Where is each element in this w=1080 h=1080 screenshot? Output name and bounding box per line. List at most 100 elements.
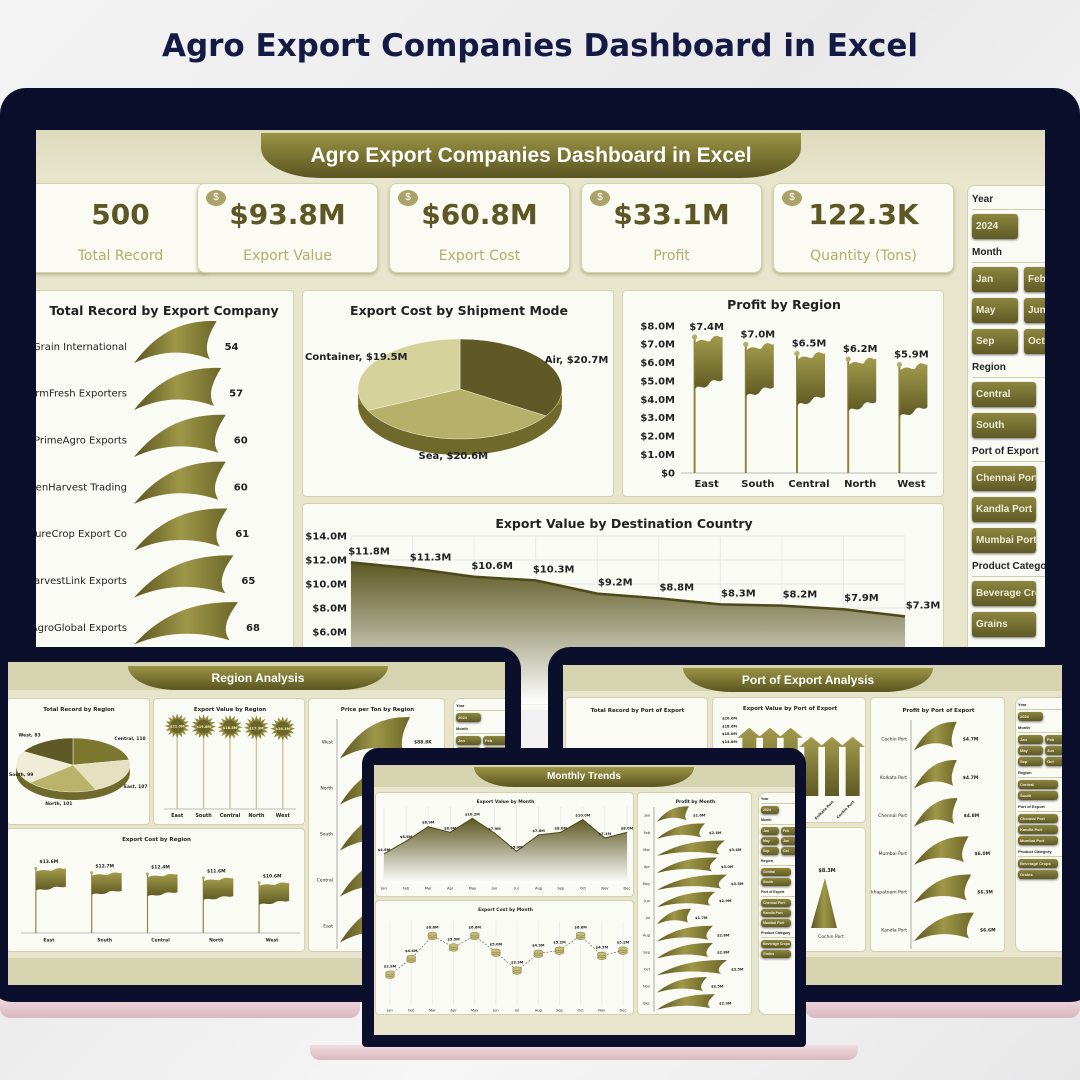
data-label: $5.0M <box>510 845 523 849</box>
chart-title: Profit by Port of Export <box>902 708 974 714</box>
data-label: Central, 110 <box>114 736 145 742</box>
y-tick-label: $4.0M <box>640 395 675 406</box>
category-label: Feb <box>408 1009 415 1013</box>
category-label: Jan <box>386 1009 393 1013</box>
month-slicer-button[interactable]: Jan <box>972 267 1018 292</box>
chart-profit-by-region: Profit by Region $0 $1.0M $2.0M $3.0M $4.0M $5… <box>622 290 944 497</box>
category-label: South <box>741 479 774 490</box>
month-slicer-button[interactable]: Feb <box>781 827 795 835</box>
month-slicer-button[interactable]: Jun <box>781 837 795 845</box>
region-slicer-title: Region <box>972 358 1045 378</box>
coin <box>491 948 501 954</box>
category-slicer-button[interactable]: Grains <box>972 612 1036 637</box>
year-slicer-button[interactable]: 2024 <box>456 713 481 722</box>
month-slicer-button[interactable]: Feb <box>1045 735 1062 744</box>
month-slicer-button[interactable]: Feb <box>483 736 505 745</box>
flag-bar <box>914 912 974 942</box>
flag-bar <box>914 721 957 751</box>
month-slicer-button[interactable]: Sep <box>1018 757 1043 766</box>
port-slicer-button[interactable]: Chennai Port <box>972 466 1036 491</box>
data-label: $5.2M <box>617 940 630 944</box>
category-label: Aug <box>643 933 650 937</box>
data-label: $8.2M <box>783 590 818 601</box>
port-slicer-button[interactable]: Kandla Port <box>761 909 791 917</box>
region-slicer-button[interactable]: Central <box>972 382 1036 407</box>
data-label: $4.6M <box>378 848 391 852</box>
port-slicer-button[interactable]: Mumbai Port <box>761 919 791 927</box>
region-slicer-button[interactable]: South <box>972 413 1036 438</box>
month-slicer-button[interactable]: May <box>1018 746 1043 755</box>
port-slicer-button[interactable]: Mumbai Port <box>972 528 1036 553</box>
month-slicer-button[interactable]: Jan <box>1018 735 1043 744</box>
category-slicer-title: Product Category <box>972 557 1045 577</box>
year-slicer-button[interactable]: 2024 <box>1018 712 1043 721</box>
region-slicer-button[interactable]: South <box>1018 791 1058 800</box>
port-slicer-button[interactable]: Chennai Port <box>761 899 791 907</box>
data-label: West, 83 <box>18 733 40 739</box>
data-label: $10.0M <box>575 814 590 818</box>
year-slicer-button[interactable]: 2024 <box>761 806 779 814</box>
flag-bar <box>134 367 222 411</box>
category-slicer-button[interactable]: Beverage Crops <box>972 581 1036 606</box>
port-slicer-button[interactable]: Chennai Port <box>1018 814 1058 823</box>
pole-knob <box>201 876 205 880</box>
month-slicer-button[interactable]: Jun <box>1045 746 1062 755</box>
y-tick-label: $5.0M <box>640 376 675 387</box>
month-slicer-button[interactable]: May <box>972 298 1018 323</box>
port-slicer-button[interactable]: Kandla Port <box>972 497 1036 522</box>
month-slicer-button[interactable]: Oct <box>1024 329 1045 354</box>
chart-title: Total Record by Port of Export <box>591 708 685 714</box>
main-dashboard-screen: Agro Export Companies Dashboard in Excel… <box>36 130 1045 710</box>
data-label: $2.4M <box>709 831 722 835</box>
coin <box>597 951 607 957</box>
month-slicer-button[interactable]: Jan <box>761 827 779 835</box>
region-slicer-title: Region <box>1018 768 1062 778</box>
category-label: Visakhapatnam Port <box>871 889 907 895</box>
category-label: Dec <box>624 887 631 891</box>
coin <box>512 966 522 971</box>
category-slicer-button[interactable]: Beverage Crops <box>761 940 791 948</box>
y-tick-label: $2.0M <box>640 432 675 443</box>
series-line <box>389 935 624 975</box>
data-label: $7.4M <box>689 322 724 333</box>
category-label: HarvestLink Exports <box>36 576 127 587</box>
month-slicer-button[interactable]: Oct <box>1045 757 1062 766</box>
category-label: GoldenGrain International <box>36 342 127 353</box>
region-slicer-button[interactable]: Central <box>1018 780 1058 789</box>
category-label: East <box>323 924 333 930</box>
coin <box>470 931 480 937</box>
chart-title: Total Record by Region <box>43 707 115 713</box>
area-line <box>383 817 628 855</box>
month-slicer-options: Jan Feb May Jun Sep Oct <box>972 267 1045 354</box>
port-slicer-button[interactable]: Mumbai Port <box>1018 836 1058 845</box>
region-slicer-button[interactable]: Central <box>761 868 791 876</box>
region-banner: Region Analysis <box>128 666 388 690</box>
month-slicer-button[interactable]: Oct <box>781 847 795 855</box>
year-slicer-button[interactable]: 2024 <box>972 214 1018 239</box>
month-slicer-button[interactable]: Sep <box>972 329 1018 354</box>
data-label: $7.3M <box>906 600 941 611</box>
region-slicer-button[interactable]: South <box>761 878 791 886</box>
coin-marker <box>470 931 480 940</box>
data-label: $6.6M <box>400 835 413 839</box>
month-slicer-button[interactable]: May <box>761 837 779 845</box>
year-slicer-title: Year <box>972 190 1045 210</box>
chart-profit-by-month: Profit by Month Jan $1.6M Feb $2.4M Mar $3.4M A… <box>637 792 752 1015</box>
category-slicer-button[interactable]: Grains <box>761 950 791 958</box>
port-slicer-button[interactable]: Kandla Port <box>1018 825 1058 834</box>
month-slicer-button[interactable]: Feb <box>1024 267 1045 292</box>
y-tick-label: $0 <box>661 468 675 479</box>
month-slicer-button[interactable]: Sep <box>761 847 779 855</box>
kpi-label: Profit <box>653 248 690 264</box>
cost-icon: $ <box>398 190 418 206</box>
money-bag-icon: $ <box>590 190 610 206</box>
arrow-bar <box>840 736 865 796</box>
flag-bar <box>914 836 969 866</box>
month-slicer-button[interactable]: Jun <box>1024 298 1045 323</box>
kpi-label: Quantity (Tons) <box>810 248 917 264</box>
data-label: $21.0M <box>170 725 185 729</box>
category-slicer-button[interactable]: Beverage Crops <box>1018 859 1058 868</box>
month-slicer-button[interactable]: Jan <box>456 736 481 745</box>
category-slicer-button[interactable]: Grains <box>1018 870 1058 879</box>
